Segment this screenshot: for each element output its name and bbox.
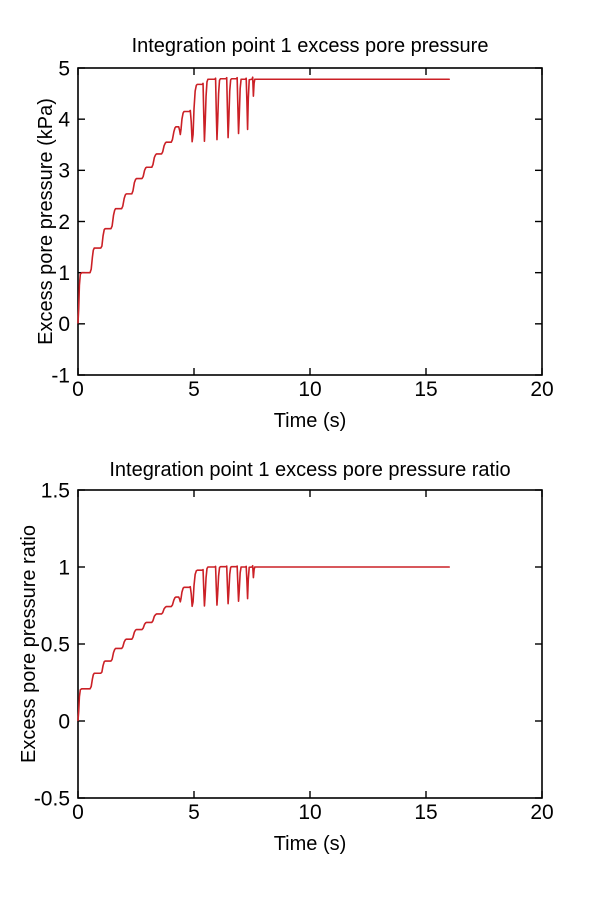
y-tick-label: 0.5	[41, 633, 70, 656]
plot-frame	[77, 489, 543, 799]
y-tick-label: 4	[58, 109, 70, 132]
x-tick-label: 10	[298, 801, 321, 824]
x-tick-label: 0	[72, 801, 84, 824]
x-tick-label: 5	[188, 801, 200, 824]
chart-excess-pore-pressure-ratio: Integration point 1 excess pore pressure…	[18, 459, 554, 855]
x-tick-label: 0	[72, 378, 84, 401]
y-tick-label: 2	[58, 211, 70, 234]
y-tick-label: 3	[58, 160, 70, 183]
x-axis-label: Time (s)	[274, 410, 347, 432]
data-line-excess-pore-pressure-ratio	[77, 564, 450, 722]
x-axis-label: Time (s)	[274, 833, 347, 855]
x-tick-label: 20	[530, 801, 553, 824]
plot-frame	[77, 67, 543, 376]
y-tick-label: -0.5	[34, 787, 70, 810]
x-tick-label: 20	[530, 378, 553, 401]
data-line-excess-pore-pressure	[77, 76, 450, 324]
y-tick-label: 1	[58, 556, 70, 579]
y-tick-label: 1.5	[41, 479, 70, 502]
y-tick-label: 0	[58, 313, 70, 336]
chart-title: Integration point 1 excess pore pressure	[132, 35, 489, 57]
y-tick-label: 1	[58, 262, 70, 285]
y-tick-label: 0	[58, 710, 70, 733]
chart-excess-pore-pressure: Integration point 1 excess pore pressure…	[35, 35, 554, 432]
y-tick-label: -1	[51, 364, 70, 387]
x-tick-label: 15	[414, 378, 437, 401]
y-axis-label: Excess pore pressure (kPa)	[35, 98, 57, 345]
chart-title: Integration point 1 excess pore pressure…	[109, 459, 510, 481]
y-tick-label: 5	[58, 57, 70, 80]
x-tick-label: 15	[414, 801, 437, 824]
y-axis-label: Excess pore pressure ratio	[18, 525, 40, 763]
x-tick-label: 10	[298, 378, 321, 401]
x-tick-label: 5	[188, 378, 200, 401]
